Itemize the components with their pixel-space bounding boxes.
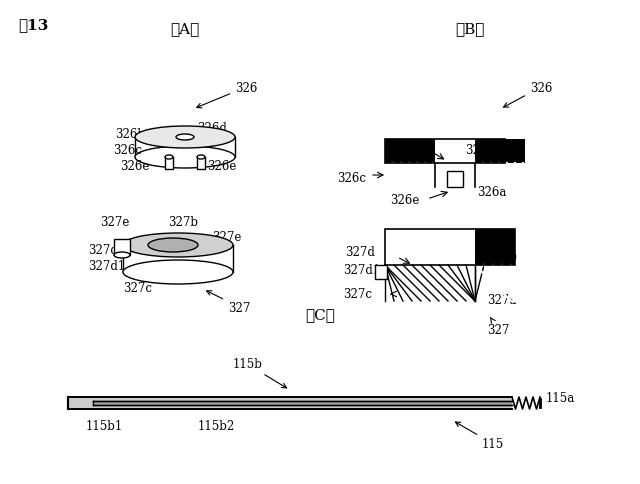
Text: 326e: 326e <box>120 159 149 172</box>
Text: 326: 326 <box>504 81 552 108</box>
Text: 115b1: 115b1 <box>86 420 124 433</box>
Text: 327a: 327a <box>487 293 516 306</box>
Text: 327c: 327c <box>343 287 372 300</box>
Bar <box>385 229 515 265</box>
Text: 327d: 327d <box>345 246 375 259</box>
Bar <box>435 140 475 164</box>
Ellipse shape <box>176 135 194 141</box>
Text: 326a: 326a <box>477 185 506 198</box>
Bar <box>114 240 130 256</box>
Text: 327b: 327b <box>487 249 517 262</box>
Bar <box>165 158 173 170</box>
Text: 327b: 327b <box>168 216 198 229</box>
Text: 327d1: 327d1 <box>88 259 125 272</box>
Text: 326e: 326e <box>207 159 236 172</box>
Bar <box>197 158 205 170</box>
Text: 326b: 326b <box>465 143 495 156</box>
Text: 115: 115 <box>456 422 504 451</box>
Ellipse shape <box>135 147 235 168</box>
Ellipse shape <box>135 127 235 149</box>
Text: 326e: 326e <box>390 193 419 206</box>
Ellipse shape <box>197 156 205 160</box>
Bar <box>375 265 387 279</box>
Ellipse shape <box>165 156 173 160</box>
Text: （A）: （A） <box>170 22 200 36</box>
Ellipse shape <box>123 260 233 285</box>
Bar <box>447 172 463 188</box>
Ellipse shape <box>114 253 130 258</box>
Bar <box>93 401 512 405</box>
Text: 327e: 327e <box>100 216 129 229</box>
Text: 326b: 326b <box>115 128 145 141</box>
Text: 326: 326 <box>196 81 257 108</box>
Bar <box>385 140 435 164</box>
Text: 326c: 326c <box>113 143 142 156</box>
Bar <box>475 140 525 164</box>
Text: 327e: 327e <box>212 231 241 244</box>
Text: 327c: 327c <box>123 281 152 294</box>
Text: 326d: 326d <box>400 145 430 158</box>
Bar <box>475 229 515 265</box>
Bar <box>385 229 515 265</box>
Text: 327: 327 <box>487 318 509 336</box>
Text: 115b: 115b <box>232 358 287 388</box>
Text: 327d1: 327d1 <box>343 263 380 276</box>
Text: 115b2: 115b2 <box>198 420 236 433</box>
Ellipse shape <box>148 239 198 253</box>
Bar <box>68 397 512 409</box>
Bar <box>385 140 505 164</box>
Text: 327: 327 <box>207 291 250 314</box>
Text: （B）: （B） <box>455 22 484 36</box>
Ellipse shape <box>123 233 233 257</box>
Text: 326d: 326d <box>197 121 227 134</box>
Text: 327d: 327d <box>88 244 118 257</box>
Text: 326c: 326c <box>337 171 366 184</box>
Text: （C）: （C） <box>305 307 335 321</box>
Text: 図13: 図13 <box>18 18 49 32</box>
Text: 115a: 115a <box>546 392 575 405</box>
